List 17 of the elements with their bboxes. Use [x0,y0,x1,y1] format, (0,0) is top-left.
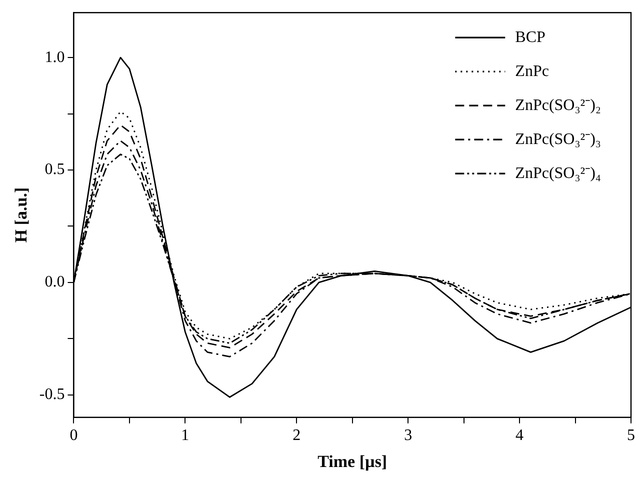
x-axis-title: Time [µs] [318,452,388,472]
legend-label: ZnPc [515,62,549,80]
legend-label: BCP [515,28,546,46]
x-tick-label: 4 [516,427,524,444]
x-tick-label: 5 [627,427,635,444]
x-tick-label: 2 [292,427,301,444]
legend-label: ZnPc(SO₃²⁻)₄ [515,164,602,182]
y-tick-label: 0.0 [44,274,65,291]
y-tick-label: 1.0 [44,48,65,66]
y-tick-label: 0.5 [44,161,65,178]
y-axis-title: H [a.u.] [12,187,31,243]
legend-label: ZnPc(SO₃²⁻)₂ [515,96,602,114]
legend-label: ZnPc(SO₃²⁻)₃ [515,130,602,148]
x-tick-label: 3 [404,427,412,444]
x-tick-label: 0 [70,427,78,444]
y-tick-label: -0.5 [39,386,65,404]
x-tick-label: 1 [181,427,190,444]
